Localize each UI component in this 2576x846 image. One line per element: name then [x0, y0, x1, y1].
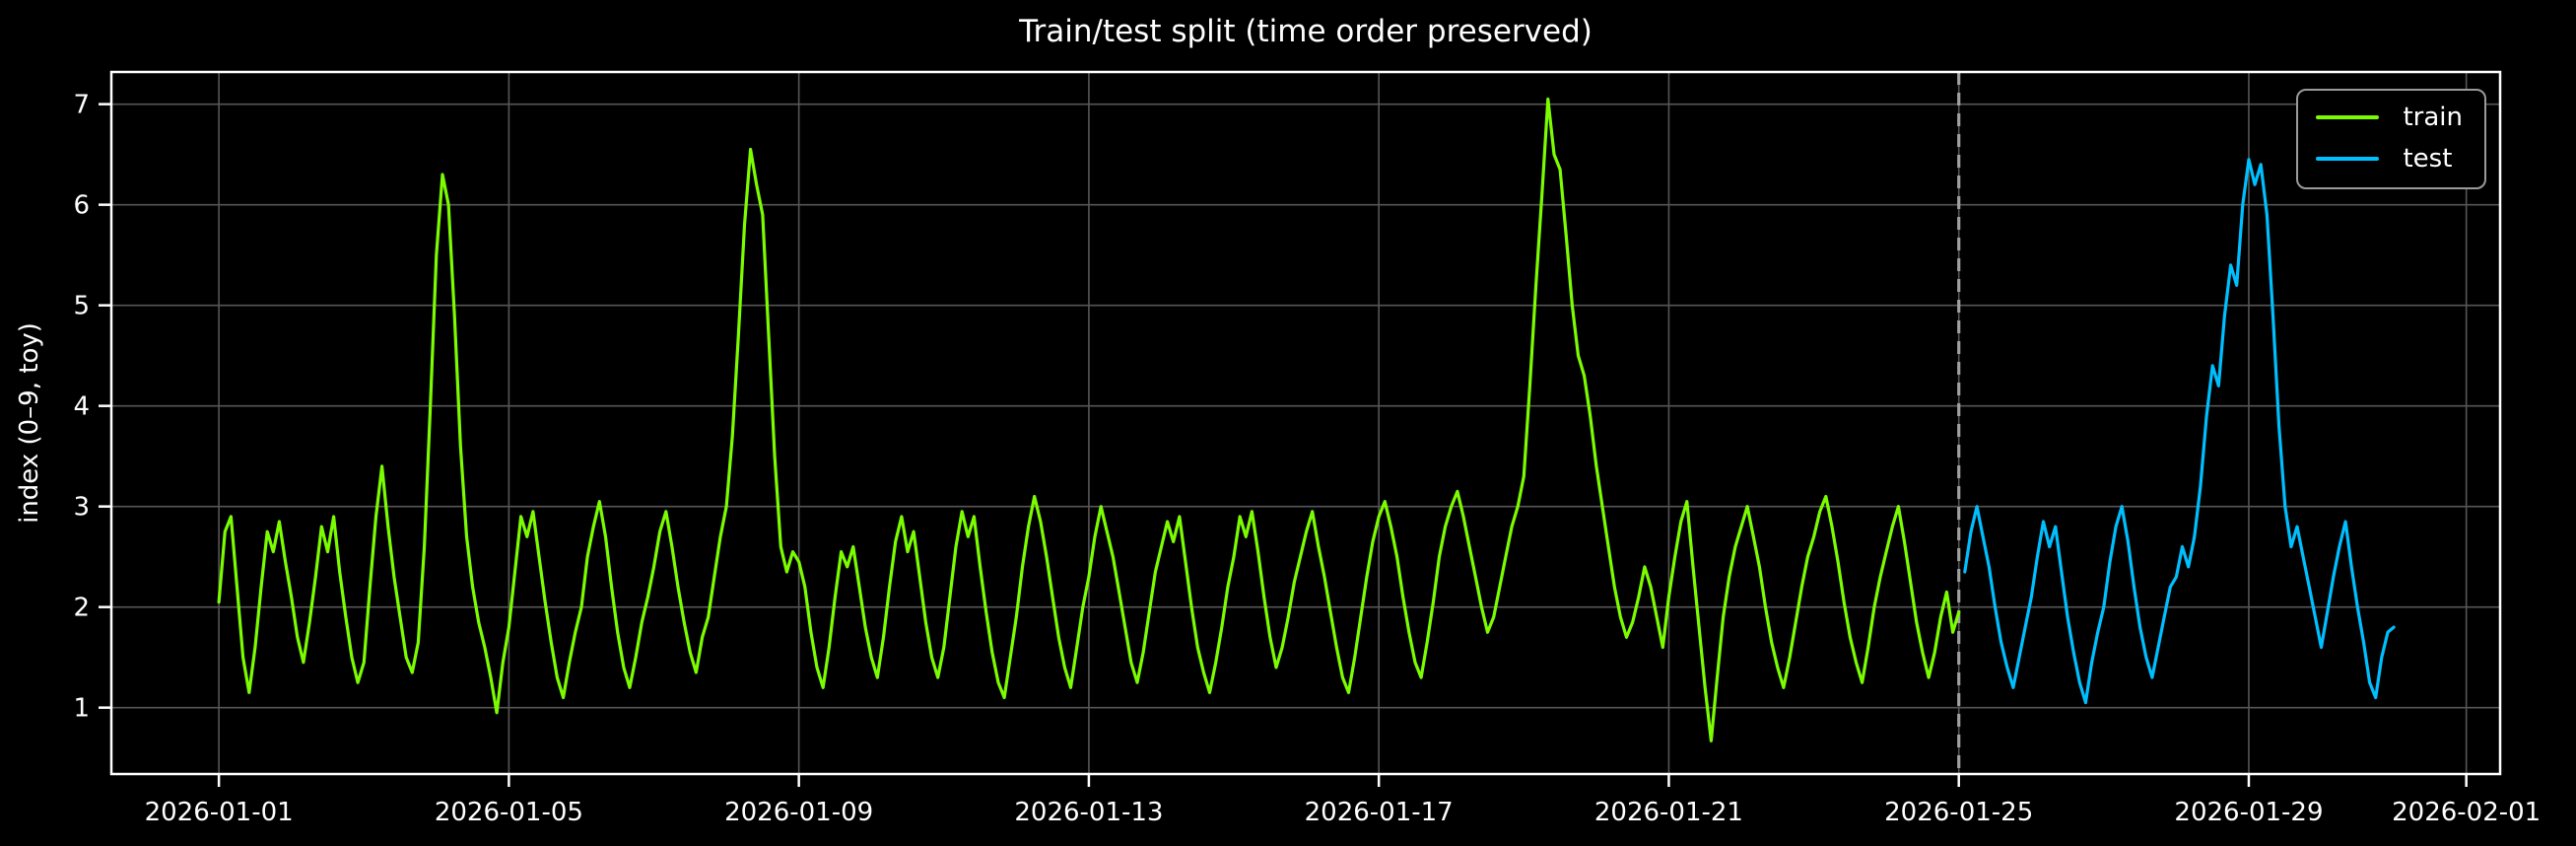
chart-title: Train/test split (time order preserved) — [1019, 14, 1593, 49]
y-tick-label: 7 — [73, 91, 90, 120]
x-tick-label: 2026-01-13 — [1014, 798, 1163, 827]
y-tick-label: 6 — [73, 191, 90, 221]
plot-border — [109, 70, 2502, 776]
y-tick-label: 2 — [73, 594, 90, 623]
train-line — [217, 97, 1961, 742]
x-tick-label: 2026-01-01 — [145, 798, 294, 827]
y-tick-label: 4 — [73, 392, 90, 422]
y-tick-label: 5 — [73, 292, 90, 321]
x-tick-label: 2026-02-01 — [2392, 798, 2541, 827]
test-line-swatch — [2316, 157, 2380, 161]
x-tick-label: 2026-01-25 — [1884, 798, 2033, 827]
y-tick-label: 1 — [73, 694, 90, 724]
x-tick-label: 2026-01-09 — [724, 798, 873, 827]
legend-item-train: train — [2316, 105, 2463, 130]
test-line — [1963, 158, 2396, 705]
x-tick-label: 2026-01-21 — [1594, 798, 1743, 827]
x-tick-label: 2026-01-29 — [2174, 798, 2323, 827]
y-tick-label: 3 — [73, 493, 90, 523]
train-line-swatch — [2316, 115, 2380, 119]
legend-item-test: test — [2316, 146, 2463, 172]
legend-label-train: train — [2403, 103, 2463, 132]
x-tick-label: 2026-01-05 — [435, 798, 583, 827]
legend: train test — [2296, 89, 2486, 189]
y-axis-label: index (0–9, toy) — [15, 322, 44, 524]
x-tick-label: 2026-01-17 — [1305, 798, 1454, 827]
legend-label-test: test — [2403, 144, 2453, 174]
